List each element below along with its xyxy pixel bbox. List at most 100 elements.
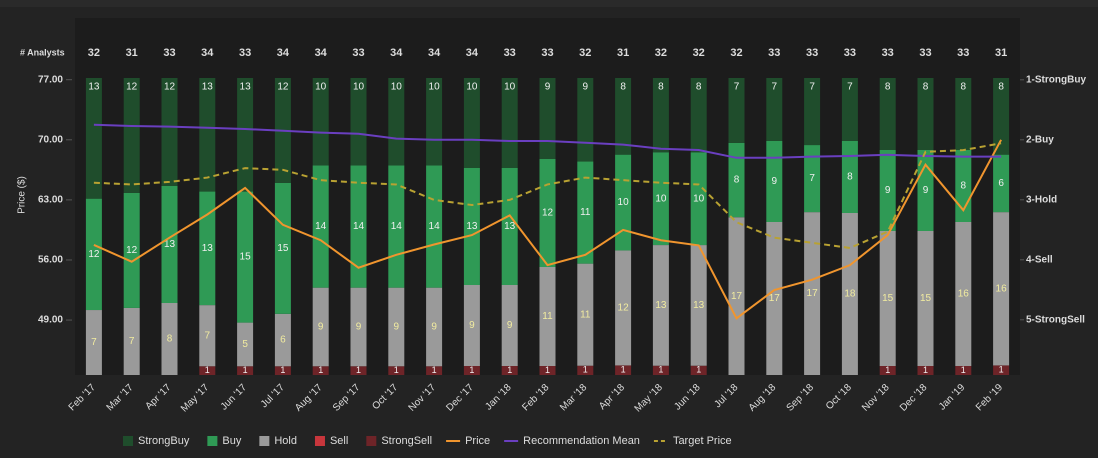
bar-value-label: 12 [126,245,138,256]
bar-segment [728,217,745,375]
bar-value-label: 1 [583,365,588,375]
bar-segment [123,78,140,193]
bar-segment [501,168,518,285]
legend-label: Price [465,435,490,447]
y-axis-title: Price ($) [17,176,28,214]
bar-segment [879,231,896,366]
legend-item: Buy [207,435,242,447]
bar-value-label: 13 [164,239,176,250]
analyst-count: 34 [201,47,214,59]
bar-value-label: 10 [655,193,667,204]
bar-segment [841,213,858,375]
bar-value-label: 1 [999,365,1004,375]
bar-value-label: 9 [545,82,551,93]
bar-value-label: 7 [91,337,97,348]
y-tick-label: 70.00 [38,134,63,145]
line-series [93,142,1002,249]
bar-value-label: 1 [961,365,966,375]
bar-value-label: 9 [772,176,778,187]
analyst-count: 33 [882,47,894,59]
bar-segment [463,285,480,366]
line-series [93,139,1002,320]
bar-segment [463,366,480,375]
bar-value-label: 6 [998,178,1004,189]
bar-value-label: 10 [429,82,441,93]
bar-segment [539,78,556,159]
bar-segment [879,366,896,375]
analyst-count: 33 [239,47,251,59]
bar-segment [841,78,858,141]
bar-value-label: 1 [621,365,626,375]
legend-label: StrongBuy [138,435,190,447]
y-tick-label: 49.00 [38,315,63,326]
bar-value-label: 10 [466,82,478,93]
bar-segment [539,267,556,366]
analyst-count: 33 [768,47,780,59]
legend-item: Hold [259,435,297,447]
bar-segment [463,78,480,168]
y-tick-label: 63.00 [38,195,63,206]
bar-value-label: 8 [620,82,626,93]
legend-swatch [259,436,270,446]
bar-segment [237,78,254,192]
y2-tick-label: 3-Hold [1026,194,1057,205]
legend-item: Sell [314,435,348,447]
bar-value-label: 12 [618,303,630,314]
bar-value-label: 1 [469,365,474,375]
bar-value-label: 13 [202,82,214,93]
bar-segment [917,366,934,375]
bar-segment [993,78,1010,155]
bar-segment [690,152,707,246]
bar-segment [501,285,518,366]
bar-segment [85,198,102,311]
bar-segment [577,161,594,264]
bar-value-label: 12 [277,82,289,93]
bar-segment [426,366,443,375]
bar-value-label: 8 [961,181,967,192]
bar-segment [615,154,632,251]
bar-value-label: 7 [734,82,740,93]
bar-value-label: 10 [391,82,403,93]
bar-value-label: 1 [658,365,663,375]
legend-swatch [314,436,325,446]
analyst-count: 34 [277,47,290,59]
bar-value-label: 1 [243,365,248,375]
bar-segment [350,366,367,375]
bar-segment [804,212,821,375]
bar-value-label: 15 [240,252,252,263]
bar-value-label: 10 [315,82,327,93]
legend-swatch [366,436,377,446]
bar-segment [917,231,934,366]
bar-value-label: 12 [88,249,100,260]
bar-value-label: 9 [507,320,513,331]
bar-value-label: 1 [545,365,550,375]
bar-segment [161,186,178,303]
bar-value-label: 1 [432,365,437,375]
bar-segment [274,366,291,375]
bar-value-label: 7 [205,330,211,341]
bar-value-label: 10 [353,82,365,93]
bar-value-label: 16 [996,283,1008,294]
bar-value-label: 7 [847,82,853,93]
bar-segment [993,154,1010,213]
bar-segment [388,366,405,375]
bar-value-label: 7 [129,336,135,347]
bar-segment [388,78,405,166]
bar-segment [312,78,329,166]
bar-segment [841,141,858,213]
bar-segment [312,287,329,367]
bar-value-label: 13 [655,300,667,311]
analyst-count: 33 [957,47,969,59]
analyst-count: 33 [806,47,818,59]
bar-value-label: 13 [240,82,252,93]
bar-segment [199,305,216,367]
bar-value-label: 6 [280,335,286,346]
bar-value-label: 10 [693,193,705,204]
bar-segment [426,287,443,367]
bar-value-label: 8 [734,175,740,186]
bar-segment [652,365,669,375]
bar-value-label: 12 [164,82,176,93]
analyst-count: 32 [579,47,591,59]
bar-segment [199,366,216,375]
bar-value-label: 8 [923,82,929,93]
